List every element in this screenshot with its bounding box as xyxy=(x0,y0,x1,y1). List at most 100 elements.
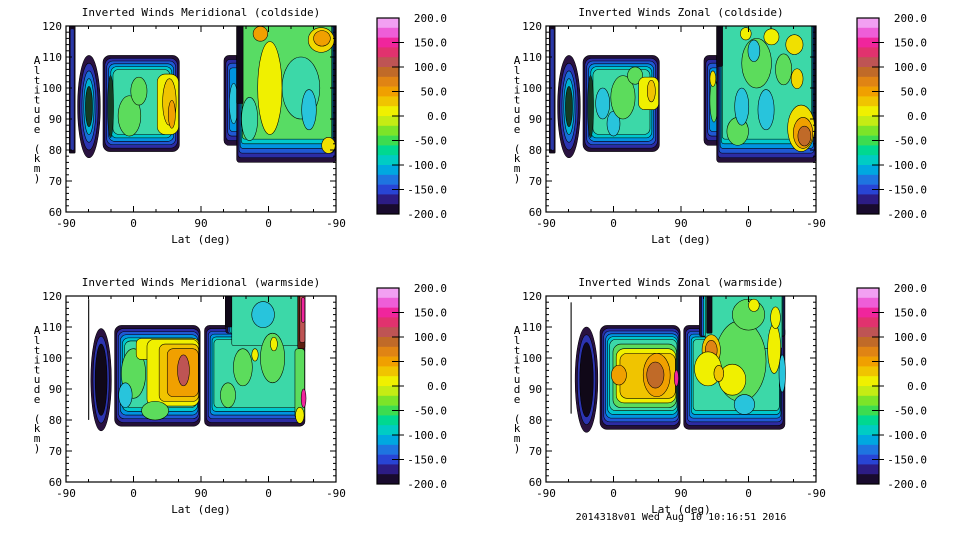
colorbar-tick-label: 100.0 xyxy=(414,331,447,344)
y-axis-label-char: t xyxy=(514,363,521,376)
y-axis-label-char: u xyxy=(514,103,521,116)
x-tick-label: 0 xyxy=(130,487,137,500)
y-axis-label-char: ( xyxy=(514,412,521,425)
y-tick-label: 100 xyxy=(522,82,542,95)
x-axis-label: Lat (deg) xyxy=(171,503,231,516)
colorbar-tick-label: -100.0 xyxy=(407,159,447,172)
x-tick-label: 90 xyxy=(194,487,207,500)
y-axis-label-char: ) xyxy=(514,172,521,185)
y-tick-label: 110 xyxy=(522,51,542,64)
contour-field xyxy=(570,296,786,433)
colorbar-tick-label: -200.0 xyxy=(407,478,447,491)
y-axis-label-char: d xyxy=(34,383,41,396)
y-tick-label: 80 xyxy=(49,414,62,427)
colorbar-tick-label: -100.0 xyxy=(887,429,927,442)
y-axis-label-char: i xyxy=(514,84,521,97)
x-tick-label: -90 xyxy=(326,217,346,230)
y-axis-label-char: d xyxy=(34,113,41,126)
panel-zonal-coldside: Inverted Winds Zonal (coldside) -90 0 90 0 -… xyxy=(480,0,960,270)
colorbar: 200.0 150.0 100.0 50.0 0.0 -50.0 -100.0 -150.0 -… xyxy=(856,12,928,221)
y-axis-label-char: u xyxy=(34,103,41,116)
x-tick-label: 0 xyxy=(745,217,752,230)
x-axis-label: Lat (deg) xyxy=(651,233,711,246)
y-tick-label: 60 xyxy=(49,206,62,219)
y-axis-label-char: k xyxy=(34,422,41,435)
y-axis-label-char: ( xyxy=(34,142,41,155)
y-tick-label: 60 xyxy=(49,476,62,489)
axis-ticks xyxy=(545,25,817,213)
x-tick-label: -90 xyxy=(326,487,346,500)
y-axis-label-char: t xyxy=(34,344,41,357)
y-axis-label-char: m xyxy=(34,162,41,175)
colorbar-tick-label: -150.0 xyxy=(887,454,927,467)
x-tick-label: 0 xyxy=(610,487,617,500)
y-axis-label-char: l xyxy=(514,334,521,347)
colorbar-tick-label: 100.0 xyxy=(414,61,447,74)
contour-field xyxy=(68,26,336,163)
panel-meridional-coldside: Inverted Winds Meridional (coldside) -90… xyxy=(0,0,480,270)
y-tick-label: 100 xyxy=(522,352,542,365)
x-tick-label: -90 xyxy=(536,487,556,500)
x-axis-label: Lat (deg) xyxy=(651,503,711,516)
y-axis-label-char: e xyxy=(34,123,41,136)
y-axis-label-char: u xyxy=(34,373,41,386)
x-tick-label: 0 xyxy=(130,217,137,230)
x-tick-label: 0 xyxy=(745,487,752,500)
y-tick-label: 120 xyxy=(522,290,542,303)
y-axis-label-char: ( xyxy=(514,142,521,155)
y-axis-label-char: t xyxy=(34,74,41,87)
colorbar-tick-label: 150.0 xyxy=(414,37,447,50)
colorbar-tick-label: 200.0 xyxy=(894,12,927,25)
y-axis-label-char: A xyxy=(514,54,521,67)
y-tick-label: 110 xyxy=(522,321,542,334)
colorbar-tick-label: 150.0 xyxy=(894,307,927,320)
y-axis-label-char: t xyxy=(514,74,521,87)
colorbar-tick-label: 100.0 xyxy=(894,61,927,74)
colorbar-tick-label: 100.0 xyxy=(894,331,927,344)
colorbar-tick-label: 150.0 xyxy=(414,307,447,320)
panel-title: Inverted Winds Zonal (coldside) xyxy=(578,6,784,19)
colorbar-tick-label: 50.0 xyxy=(421,86,448,99)
y-axis-label-char: l xyxy=(514,64,521,77)
x-tick-label: 0 xyxy=(265,487,272,500)
colorbar-tick-label: -50.0 xyxy=(414,405,447,418)
y-axis-label-char: t xyxy=(34,363,41,376)
y-axis-label-char: d xyxy=(514,113,521,126)
y-axis-label-char: m xyxy=(514,432,521,445)
colorbar: 200.0 150.0 100.0 50.0 0.0 -50.0 -100.0 -150.0 -… xyxy=(856,282,927,491)
y-tick-label: 120 xyxy=(42,290,62,303)
y-tick-label: 90 xyxy=(49,113,62,126)
colorbar-tick-label: -200.0 xyxy=(407,208,447,221)
contour-field xyxy=(88,296,307,432)
colorbar-tick-label: 0.0 xyxy=(907,380,927,393)
colorbar-tick-label: -50.0 xyxy=(414,135,447,148)
y-axis-label-char: d xyxy=(514,383,521,396)
x-tick-label: 90 xyxy=(194,217,207,230)
x-tick-label: -90 xyxy=(806,217,826,230)
colorbar-tick-label: -100.0 xyxy=(887,159,927,172)
y-axis-label-char: i xyxy=(34,354,41,367)
y-axis-label-char: u xyxy=(514,373,521,386)
colorbar-tick-label: -150.0 xyxy=(887,184,927,197)
panel-title: Inverted Winds Zonal (warmside) xyxy=(578,276,784,289)
panel-title: Inverted Winds Meridional (warmside) xyxy=(81,276,321,289)
y-tick-label: 110 xyxy=(42,51,62,64)
y-axis-label-char: ) xyxy=(34,442,41,455)
y-axis-label-char: i xyxy=(34,84,41,97)
y-tick-label: 120 xyxy=(42,20,62,33)
y-tick-label: 60 xyxy=(529,206,542,219)
colorbar-tick-label: 50.0 xyxy=(901,86,928,99)
y-tick-label: 70 xyxy=(529,445,542,458)
axis-ticks xyxy=(545,295,817,483)
axis-ticks xyxy=(65,295,337,483)
colorbar-tick-label: 200.0 xyxy=(414,12,447,25)
x-tick-label: 90 xyxy=(674,487,687,500)
colorbar-tick-label: 50.0 xyxy=(421,356,448,369)
colorbar: 200.0 150.0 100.0 50.0 0.0 -50.0 -100.0 -150.0 -… xyxy=(376,282,448,491)
colorbar-tick-label: 0.0 xyxy=(427,110,447,123)
colorbar-tick-label: 200.0 xyxy=(894,282,927,295)
y-tick-label: 80 xyxy=(529,414,542,427)
y-tick-label: 100 xyxy=(42,352,62,365)
